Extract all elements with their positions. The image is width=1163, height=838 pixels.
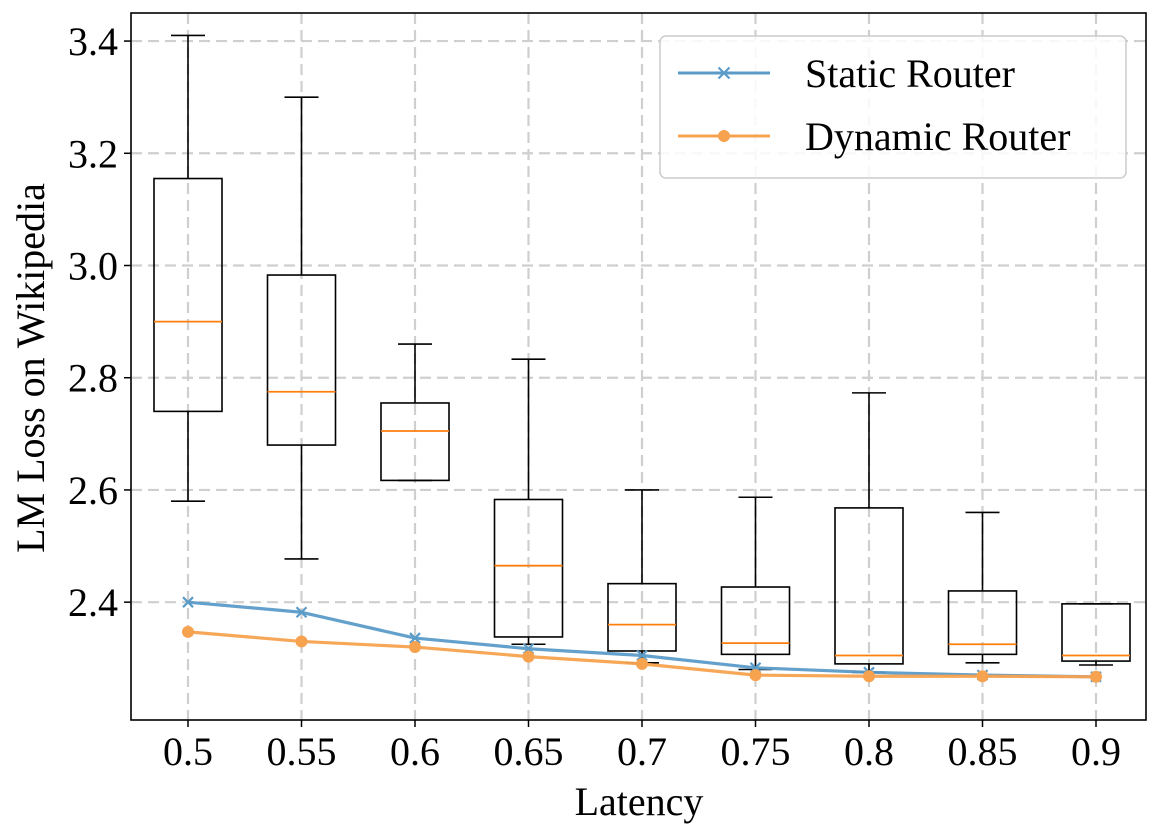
router-lines xyxy=(182,596,1102,683)
x-tick-label: 0.65 xyxy=(494,729,564,774)
x-tick-label: 0.8 xyxy=(844,729,894,774)
x-tick-label: 0.55 xyxy=(267,729,337,774)
box-iqr xyxy=(607,582,677,652)
static-router-point xyxy=(636,649,648,662)
dynamic-router-point xyxy=(182,625,194,638)
y-tick-label: 2.4 xyxy=(68,580,118,625)
dynamic-router-point xyxy=(976,670,989,683)
static-router-point xyxy=(409,632,421,644)
dynamic-router-point xyxy=(636,657,648,670)
y-tick-label: 3.4 xyxy=(68,19,118,64)
legend: Static Router Dynamic Router xyxy=(659,35,1127,179)
x-tick-label: 0.6 xyxy=(390,729,440,774)
legend-dynamic-marker xyxy=(718,130,730,142)
box-iqr xyxy=(1061,603,1131,662)
y-tick-label: 3.2 xyxy=(68,131,118,176)
dynamic-router-point xyxy=(749,669,762,682)
box-plots xyxy=(153,34,1131,674)
legend-dynamic-label: Dynamic Router xyxy=(805,114,1071,159)
y-tick-label: 2.8 xyxy=(68,356,118,401)
y-tick-label: 2.6 xyxy=(68,468,118,513)
box-iqr xyxy=(947,590,1018,656)
x-tick-label: 0.5 xyxy=(163,729,213,774)
box-iqr xyxy=(834,507,904,665)
dynamic-router-point xyxy=(863,670,875,683)
legend-frame xyxy=(659,35,1127,179)
box-iqr xyxy=(380,402,450,482)
x-tick-label: 0.75 xyxy=(721,729,791,774)
legend-static-label: Static Router xyxy=(805,51,1015,96)
x-axis-title: Latency xyxy=(575,779,704,824)
x-tick-label: 0.7 xyxy=(617,729,667,774)
plot-frame xyxy=(130,12,1147,721)
axis-ticks: 0.5 0.55 0.6 0.65 0.7 0.75 0.8 0.85 0.9 2.4 2.6 2.8… xyxy=(68,19,1121,774)
dynamic-router-point xyxy=(409,641,421,654)
legend-static-marker xyxy=(717,66,731,80)
y-tick-label: 3.0 xyxy=(68,244,118,289)
y-axis-title: LM Loss on Wikipedia xyxy=(8,183,53,553)
box-iqr xyxy=(720,586,791,656)
box-iqr xyxy=(266,274,337,446)
static-router-point xyxy=(182,596,194,608)
dynamic-router-point xyxy=(522,650,535,663)
dynamic-router-point xyxy=(295,635,308,648)
box-iqr xyxy=(493,498,564,638)
x-tick-label: 0.85 xyxy=(948,729,1018,774)
box-iqr xyxy=(153,177,223,413)
static-router-point xyxy=(295,606,308,619)
dynamic-router-point xyxy=(1090,670,1102,683)
x-tick-label: 0.9 xyxy=(1071,729,1121,774)
